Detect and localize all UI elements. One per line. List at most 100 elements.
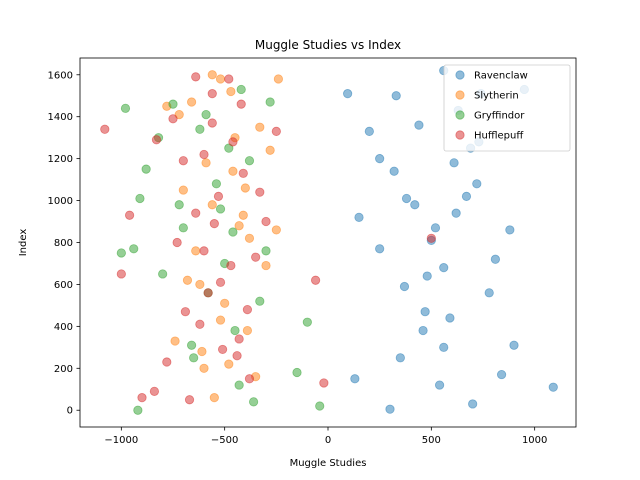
point-hufflepuff <box>195 319 205 329</box>
point-hufflepuff <box>232 351 242 361</box>
point-ravenclaw <box>548 382 558 392</box>
x-tick-label: 500 <box>422 435 441 446</box>
legend-marker-gryffindor <box>455 110 465 120</box>
point-slytherin <box>265 145 275 155</box>
point-gryffindor <box>201 110 211 120</box>
point-hufflepuff <box>168 114 178 124</box>
point-hufflepuff <box>271 126 281 136</box>
point-hufflepuff <box>261 216 271 227</box>
point-slytherin <box>201 158 211 168</box>
point-hufflepuff <box>207 118 217 128</box>
point-gryffindor <box>302 317 312 327</box>
point-slytherin <box>234 221 244 231</box>
point-hufflepuff <box>310 275 321 285</box>
point-ravenclaw <box>354 212 364 222</box>
point-slytherin <box>273 74 283 84</box>
legend-marker-slytherin <box>455 90 465 100</box>
point-gryffindor <box>234 380 244 390</box>
point-ravenclaw <box>375 154 385 164</box>
point-slytherin <box>207 200 217 210</box>
point-slytherin <box>220 298 230 308</box>
x-axis-label: Muggle Studies <box>290 458 367 469</box>
point-ravenclaw <box>496 369 507 380</box>
point-hufflepuff <box>255 187 265 197</box>
point-ravenclaw <box>364 126 374 136</box>
legend-label-gryffindor: Gryffindor <box>474 111 525 122</box>
point-gryffindor <box>244 156 255 166</box>
point-ravenclaw <box>350 374 360 384</box>
point-hufflepuff <box>203 288 213 298</box>
point-slytherin <box>215 315 226 325</box>
point-gryffindor <box>135 193 145 204</box>
point-hufflepuff <box>244 374 255 384</box>
point-gryffindor <box>211 179 221 189</box>
point-ravenclaw <box>445 313 455 323</box>
point-hufflepuff <box>149 386 159 396</box>
point-hufflepuff <box>218 344 228 355</box>
point-gryffindor <box>116 248 126 258</box>
point-slytherin <box>238 210 248 220</box>
point-hufflepuff <box>319 378 329 388</box>
point-ravenclaw <box>399 281 410 292</box>
point-gryffindor <box>189 353 199 363</box>
point-hufflepuff <box>199 149 209 160</box>
point-hufflepuff <box>172 237 182 248</box>
point-gryffindor <box>236 84 246 95</box>
point-hufflepuff <box>226 260 236 271</box>
y-tick-label: 600 <box>54 280 73 291</box>
point-hufflepuff <box>224 74 234 84</box>
legend-box <box>443 64 571 152</box>
legend: Ravenclaw Slytherin Gryffindor Hufflepuff <box>443 64 571 152</box>
y-axis-ticks: 0 200 400 600 800 1000 1200 1400 1600 <box>48 70 80 417</box>
point-slytherin <box>255 122 265 132</box>
point-slytherin <box>271 225 281 235</box>
y-tick-label: 1600 <box>48 70 73 81</box>
point-hufflepuff <box>242 304 252 315</box>
point-gryffindor <box>133 405 143 415</box>
point-ravenclaw <box>484 288 494 298</box>
point-hufflepuff <box>238 168 248 178</box>
point-hufflepuff <box>162 357 172 367</box>
point-gryffindor <box>187 340 197 350</box>
y-tick-label: 1400 <box>48 112 73 123</box>
point-hufflepuff <box>151 135 162 145</box>
x-tick-label: 0 <box>325 435 331 446</box>
point-gryffindor <box>315 401 325 411</box>
point-ravenclaw <box>439 263 449 273</box>
point-ravenclaw <box>451 208 461 218</box>
point-slytherin <box>209 393 219 403</box>
point-ravenclaw <box>468 399 478 409</box>
point-hufflepuff <box>209 219 219 229</box>
point-hufflepuff <box>116 269 126 279</box>
point-slytherin <box>215 74 226 84</box>
point-slytherin <box>195 279 205 290</box>
point-ravenclaw <box>439 342 449 352</box>
point-gryffindor <box>215 204 226 214</box>
point-ravenclaw <box>385 404 395 414</box>
point-gryffindor <box>158 269 168 279</box>
x-tick-label: 1000 <box>522 435 547 446</box>
point-gryffindor <box>265 97 275 107</box>
legend-label-hufflepuff: Hufflepuff <box>474 131 524 142</box>
point-hufflepuff <box>180 307 190 317</box>
point-hufflepuff <box>215 277 226 287</box>
point-gryffindor <box>292 367 302 378</box>
point-hufflepuff <box>125 210 135 220</box>
point-ravenclaw <box>509 340 519 350</box>
point-hufflepuff <box>137 393 147 403</box>
point-ravenclaw <box>420 307 430 317</box>
point-ravenclaw <box>391 91 401 101</box>
point-gryffindor <box>178 223 188 233</box>
point-ravenclaw <box>449 158 459 168</box>
point-ravenclaw <box>418 325 428 336</box>
point-slytherin <box>170 336 180 346</box>
point-hufflepuff <box>207 89 217 99</box>
point-gryffindor <box>120 103 131 113</box>
point-ravenclaw <box>389 166 399 176</box>
point-slytherin <box>242 325 252 336</box>
point-gryffindor <box>249 397 259 407</box>
point-gryffindor <box>255 296 265 306</box>
point-gryffindor <box>141 164 151 174</box>
point-slytherin <box>197 346 207 357</box>
point-hufflepuff <box>213 191 224 201</box>
